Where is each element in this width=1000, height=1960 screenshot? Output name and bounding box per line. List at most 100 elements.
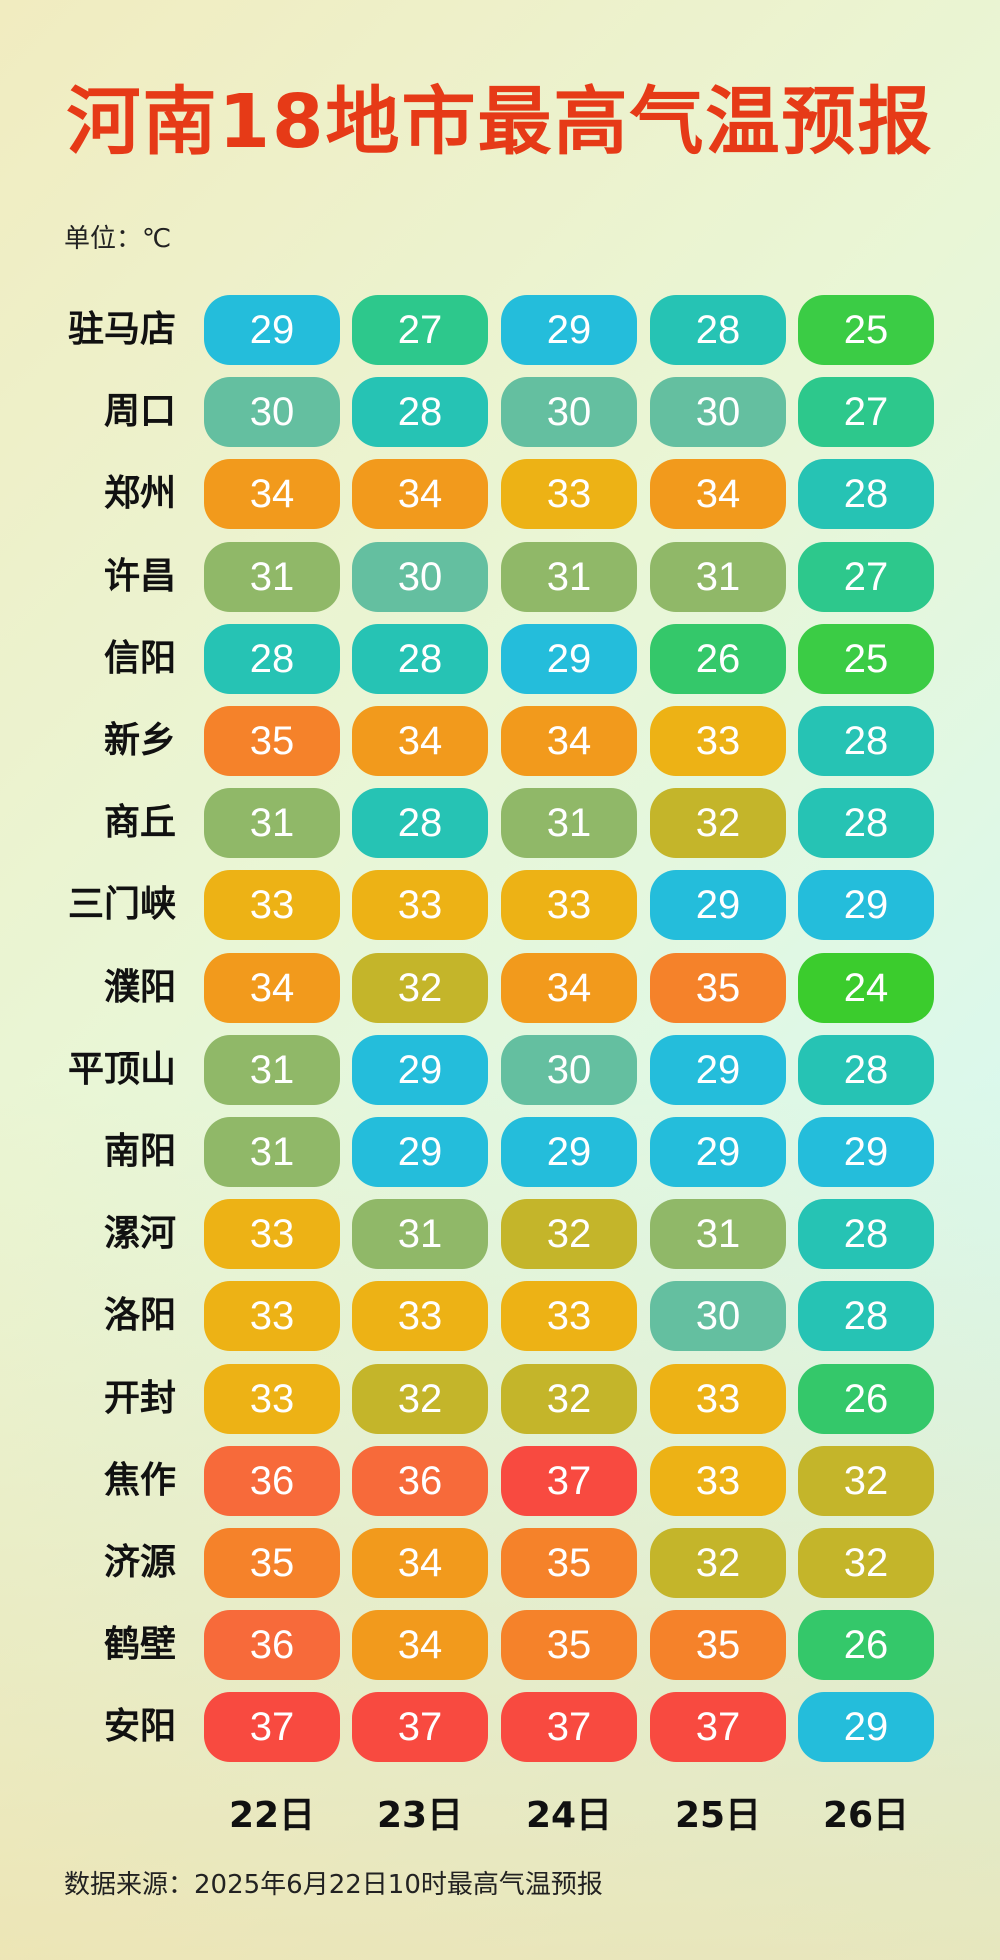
- row-label-city: 济源: [103, 1542, 176, 1583]
- temperature-cell: 32: [352, 1363, 488, 1434]
- temperature-cell: 34: [352, 1528, 488, 1598]
- temperature-cell: 31: [501, 788, 637, 859]
- temperature-cell: 28: [798, 706, 934, 776]
- temperature-cell: 34: [352, 1610, 488, 1681]
- temperature-cell: 34: [501, 706, 637, 776]
- temperature-cell: 29: [501, 295, 637, 365]
- temperature-cell: 26: [650, 623, 786, 694]
- temperature-cell: 31: [501, 541, 637, 612]
- unit-label: 单位：℃: [64, 224, 172, 254]
- temperature-cell: 28: [798, 1199, 934, 1270]
- temperature-cell: 29: [650, 1034, 786, 1105]
- temperature-cell: 29: [501, 623, 637, 694]
- temperature-cell: 27: [798, 377, 934, 448]
- temperature-cell: 31: [204, 541, 340, 612]
- temperature-cell: 35: [650, 1610, 786, 1681]
- temperature-cell: 30: [501, 1034, 637, 1105]
- column-label-date: 23日: [376, 1795, 464, 1836]
- temperature-cell: 32: [798, 1445, 934, 1516]
- temperature-cell: 25: [798, 295, 934, 365]
- temperature-cell: 36: [204, 1445, 340, 1516]
- temperature-cell: 29: [798, 1117, 934, 1187]
- temperature-cell: 33: [501, 459, 637, 530]
- temperature-cell: 29: [352, 1117, 488, 1187]
- temperature-cell: 26: [798, 1363, 934, 1434]
- temperature-cell: 31: [204, 1117, 340, 1187]
- temperature-cell: 30: [352, 541, 488, 612]
- temperature-cell: 33: [204, 1199, 340, 1270]
- temperature-cell: 36: [204, 1610, 340, 1681]
- temperature-cell: 35: [501, 1610, 637, 1681]
- temperature-cell: 28: [352, 377, 488, 448]
- temperature-cell: 32: [352, 952, 488, 1023]
- row-label-city: 新乡: [103, 720, 176, 761]
- temperature-cell: 26: [798, 1610, 934, 1681]
- temperature-cell: 32: [798, 1528, 934, 1598]
- row-label-city: 驻马店: [67, 309, 176, 350]
- temperature-cell: 28: [798, 1281, 934, 1352]
- temperature-cell: 30: [501, 377, 637, 448]
- temperature-cell: 35: [204, 706, 340, 776]
- temperature-cell: 32: [650, 788, 786, 859]
- temperature-cell: 33: [650, 1445, 786, 1516]
- row-label-city: 三门峡: [67, 884, 176, 926]
- temperature-cell: 34: [204, 952, 340, 1023]
- temperature-cell: 27: [352, 295, 488, 365]
- temperature-cell: 28: [798, 1034, 934, 1105]
- temperature-cell: 28: [798, 788, 934, 859]
- temperature-cell: 29: [501, 1117, 637, 1187]
- temperature-cell: 31: [650, 1199, 786, 1270]
- temperature-cell: 32: [501, 1363, 637, 1434]
- row-label-city: 商丘: [103, 802, 176, 844]
- temperature-cell: 37: [650, 1692, 786, 1763]
- temperature-cell: 33: [352, 1281, 488, 1352]
- temperature-cell: 28: [352, 788, 488, 859]
- row-label-city: 南阳: [103, 1131, 176, 1172]
- row-label-city: 洛阳: [103, 1295, 176, 1337]
- data-source-note: 数据来源：2025年6月22日10时最高气温预报: [64, 1870, 603, 1900]
- temperature-cell: 33: [650, 1363, 786, 1434]
- temperature-cell: 34: [501, 952, 637, 1023]
- temperature-cell: 35: [501, 1528, 637, 1598]
- row-label-city: 鹤壁: [103, 1624, 176, 1666]
- temperature-cell: 30: [650, 377, 786, 448]
- temperature-cell: 30: [204, 377, 340, 448]
- row-label-city: 开封: [103, 1377, 176, 1419]
- temperature-cell: 28: [204, 623, 340, 694]
- row-label-city: 漯河: [103, 1213, 176, 1255]
- temperature-cell: 35: [204, 1528, 340, 1598]
- temperature-cell: 35: [650, 952, 786, 1023]
- temperature-cell: 29: [204, 295, 340, 365]
- temperature-cell: 31: [204, 1034, 340, 1105]
- column-label-date: 24日: [525, 1795, 613, 1836]
- temperature-cell: 29: [352, 1034, 488, 1105]
- temperature-cell: 33: [501, 870, 637, 941]
- temperature-cell: 33: [204, 1281, 340, 1352]
- temperature-cell: 31: [204, 788, 340, 859]
- temperature-cell: 34: [352, 459, 488, 530]
- temperature-cell: 32: [501, 1199, 637, 1270]
- temperature-cell: 31: [650, 541, 786, 612]
- row-label-city: 焦作: [103, 1459, 176, 1501]
- temperature-cell: 37: [204, 1692, 340, 1763]
- column-label-date: 25日: [674, 1795, 762, 1836]
- row-label-city: 许昌: [103, 555, 176, 597]
- row-label-city: 郑州: [103, 473, 176, 515]
- temperature-cell: 37: [501, 1445, 637, 1516]
- temperature-cell: 34: [352, 706, 488, 776]
- temperature-cell: 28: [650, 295, 786, 365]
- temperature-cell: 34: [204, 459, 340, 530]
- chart-title: 河南18地市最高气温预报: [66, 79, 934, 165]
- temperature-cell: 32: [650, 1528, 786, 1598]
- temperature-cell: 37: [501, 1692, 637, 1763]
- temperature-cell: 29: [650, 1117, 786, 1187]
- temperature-cell: 34: [650, 459, 786, 530]
- column-label-date: 22日: [228, 1795, 316, 1836]
- temperature-cell: 25: [798, 623, 934, 694]
- temperature-cell: 29: [798, 1692, 934, 1763]
- temperature-cell: 33: [501, 1281, 637, 1352]
- temperature-cell: 29: [650, 870, 786, 941]
- temperature-cell: 33: [352, 870, 488, 941]
- row-label-city: 周口: [103, 391, 176, 433]
